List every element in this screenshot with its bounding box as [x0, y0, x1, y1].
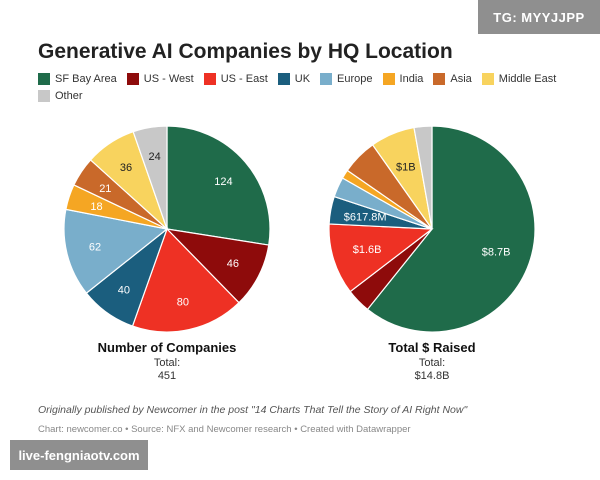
- data-label-companies-middle-east: 36: [120, 162, 132, 174]
- legend-label-us-east: US - East: [220, 72, 268, 85]
- data-label-companies-other: 24: [149, 151, 161, 163]
- legend-item-sf-bay-area: SF Bay Area: [38, 72, 117, 85]
- legend-label-sf-bay-area: SF Bay Area: [55, 72, 117, 85]
- legend-item-other: Other: [38, 89, 83, 102]
- legend-item-asia: Asia: [433, 72, 472, 85]
- legend-swatch-other: [38, 89, 50, 102]
- watermark-bottom: live-fengniaotv.com: [10, 440, 148, 470]
- legend-item-uk: UK: [277, 72, 311, 85]
- legend-swatch-uk: [277, 72, 290, 85]
- legend-label-middle-east: Middle East: [498, 72, 557, 85]
- chart-title: Generative AI Companies by HQ Location: [38, 40, 453, 63]
- data-label-raised-us-east: $1.6B: [353, 244, 382, 256]
- data-label-raised-middle-east: $1B: [396, 161, 416, 173]
- legend-item-us-west: US - West: [126, 72, 194, 85]
- slice-raised-sf-bay-area: [366, 125, 536, 333]
- slice-companies-europe: [63, 208, 169, 294]
- data-label-companies-uk: 40: [118, 284, 130, 296]
- legend-swatch-india: [382, 72, 395, 85]
- data-label-raised-uk: $617.8M: [344, 212, 387, 224]
- legend-swatch-middle-east: [481, 72, 494, 85]
- data-label-raised-sf-bay-area: $8.7B: [482, 247, 511, 259]
- caption-companies-total-value: 451: [157, 370, 177, 382]
- watermark-top: TG: MYYJJPP: [478, 0, 600, 34]
- legend-swatch-europe: [320, 72, 333, 85]
- caption-raised-total-label: Total:: [418, 357, 446, 369]
- legend: SF Bay Area US - West US - East UK Europe Ind…: [38, 72, 558, 102]
- slice-companies-other: [132, 125, 168, 230]
- source-line: Chart: newcomer.co • Source: NFX and New…: [38, 424, 411, 435]
- footnote: Originally published by Newcomer in the …: [38, 404, 468, 416]
- legend-label-us-west: US - West: [143, 72, 194, 85]
- data-label-companies-us-east: 80: [177, 296, 189, 308]
- slice-companies-us-east: [131, 227, 240, 333]
- caption-companies-total-label: Total:: [153, 357, 181, 369]
- legend-swatch-sf-bay-area: [38, 72, 50, 85]
- caption-raised-title: Total $ Raised: [388, 340, 476, 355]
- legend-label-other: Other: [55, 89, 83, 102]
- legend-item-india: India: [382, 72, 424, 85]
- legend-label-asia: Asia: [450, 72, 472, 85]
- data-label-companies-india: 18: [90, 201, 102, 213]
- pie-companies: 124 46 80 40 62 18 21 36 24: [63, 125, 271, 333]
- legend-item-us-east: US - East: [203, 72, 268, 85]
- legend-label-india: India: [399, 72, 424, 85]
- pie-raised: $8.7B $1.6B $617.8M $1B: [328, 125, 536, 333]
- slice-raised-us-east: [328, 223, 434, 293]
- legend-label-uk: UK: [294, 72, 311, 85]
- legend-swatch-us-west: [126, 72, 139, 85]
- caption-companies-title: Number of Companies: [97, 340, 237, 355]
- legend-item-middle-east: Middle East: [481, 72, 557, 85]
- data-label-companies-us-west: 46: [227, 258, 239, 270]
- legend-swatch-us-east: [203, 72, 216, 85]
- data-label-companies-asia: 21: [99, 183, 111, 195]
- caption-raised: Total $ Raised Total: $14.8B: [332, 341, 532, 383]
- data-label-companies-sf-bay-area: 124: [214, 176, 232, 188]
- slice-raised-other: [413, 125, 433, 230]
- data-label-companies-europe: 62: [89, 242, 101, 254]
- slice-companies-sf-bay-area: [166, 125, 271, 246]
- legend-swatch-asia: [433, 72, 446, 85]
- legend-label-europe: Europe: [337, 72, 373, 85]
- legend-item-europe: Europe: [320, 72, 373, 85]
- caption-companies: Number of Companies Total: 451: [67, 341, 267, 383]
- caption-raised-total-value: $14.8B: [414, 370, 450, 382]
